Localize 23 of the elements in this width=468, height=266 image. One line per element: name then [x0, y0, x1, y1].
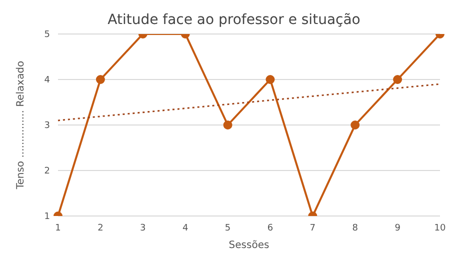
- y-tick-label: 4: [44, 76, 50, 86]
- y-tick-label: 3: [44, 121, 50, 132]
- y-tick-label: 2: [44, 166, 50, 177]
- x-tick-label: 5: [224, 223, 231, 234]
- x-tick-label: 2: [98, 223, 104, 234]
- point: [223, 120, 232, 130]
- y-tick-label: 1: [44, 212, 50, 222]
- point: [266, 75, 275, 84]
- point: [350, 120, 360, 130]
- x-tick-label: 9: [394, 223, 401, 234]
- x-tick-label: 7: [310, 223, 316, 234]
- point: [96, 75, 105, 84]
- x-tick-label: 6: [267, 223, 274, 234]
- x-tick-label: 10: [434, 223, 446, 234]
- x-tick-label: 1: [55, 223, 61, 234]
- x-tick-label: 4: [182, 223, 188, 234]
- point: [393, 75, 402, 84]
- chart-title: Atitude face ao professor e situação: [106, 11, 362, 28]
- x-tick-label: 3: [140, 223, 146, 234]
- y-axis-title: Tenso ............... Relaxado: [16, 60, 27, 190]
- x-tick-label: 8: [352, 223, 358, 234]
- y-tick-label: 5: [44, 30, 50, 40]
- x-axis-title: Sessões: [228, 240, 270, 251]
